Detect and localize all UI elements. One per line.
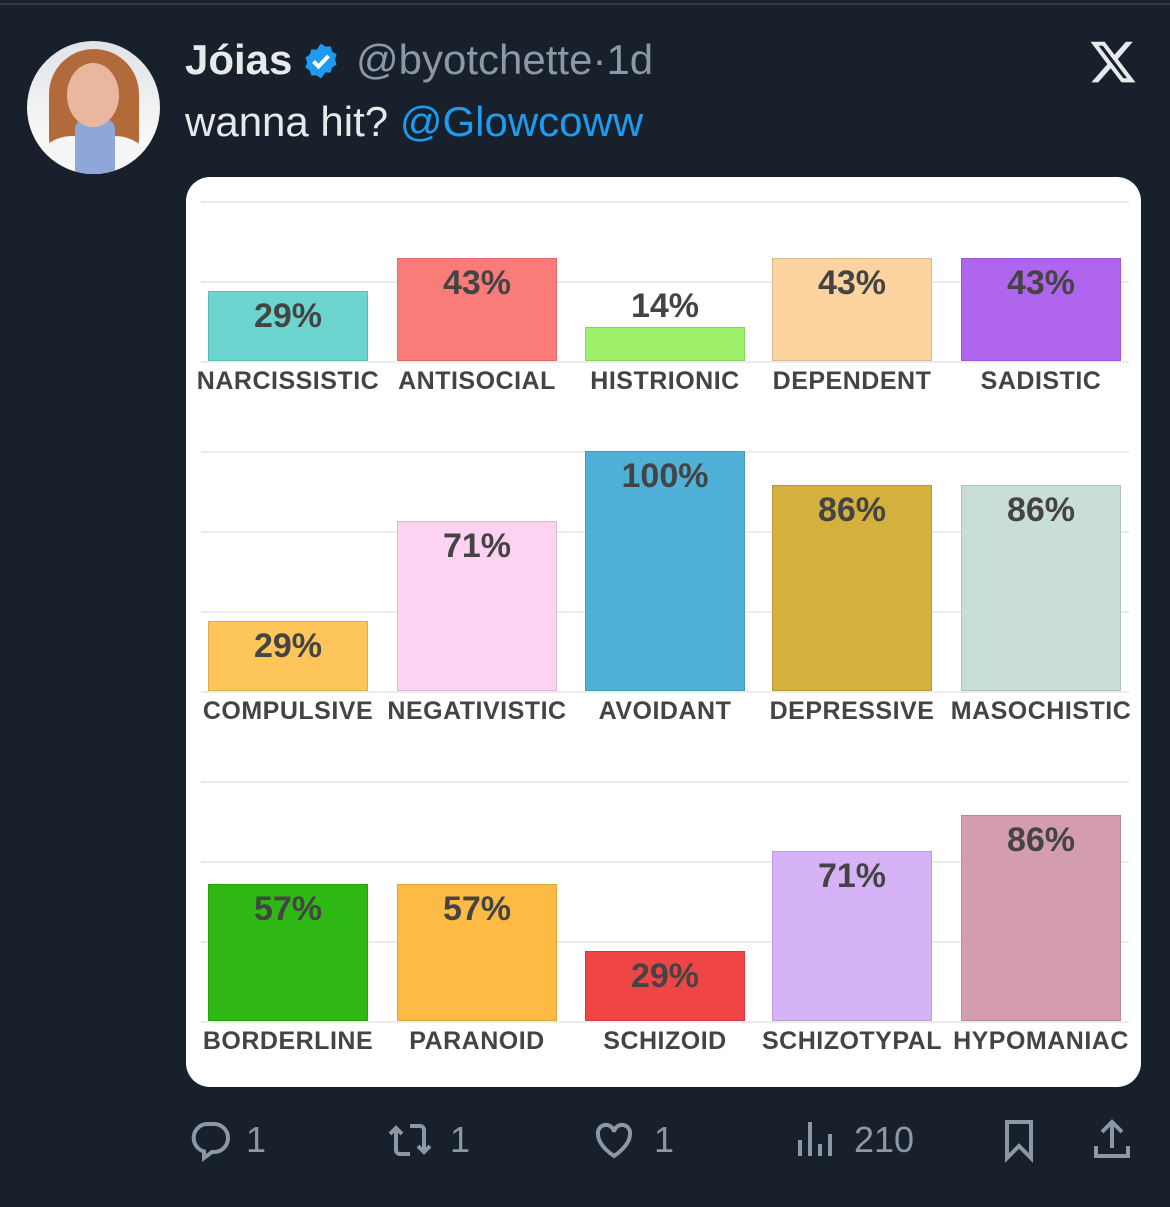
- bar-compulsive: [208, 621, 368, 691]
- bookmark-button[interactable]: [995, 1112, 1043, 1168]
- like-button[interactable]: 1: [590, 1112, 674, 1168]
- gridline: [201, 691, 1129, 693]
- like-count: 1: [654, 1119, 675, 1160]
- category-label: SADISTIC: [980, 367, 1102, 395]
- data-label: 43%: [442, 263, 512, 302]
- bar-schizotypal: [772, 850, 932, 1021]
- view-count: 210: [854, 1119, 915, 1160]
- gridline: [201, 781, 1129, 783]
- bar-depressive: [772, 484, 932, 691]
- x-logo-icon[interactable]: [1088, 37, 1138, 87]
- avatar[interactable]: [27, 41, 160, 174]
- data-label: 29%: [630, 957, 700, 996]
- data-label: 43%: [817, 263, 887, 302]
- data-label: 29%: [253, 627, 323, 666]
- data-label: 86%: [817, 490, 887, 529]
- category-label: SCHIZOTYPAL: [761, 1027, 943, 1055]
- heart-icon: [595, 1122, 633, 1159]
- bar-negativistic: [397, 520, 557, 691]
- handle-text: @byotchette: [356, 36, 593, 83]
- bar-masochistic: [961, 484, 1121, 691]
- gridline: [201, 281, 1129, 283]
- repost-count: 1: [450, 1119, 471, 1160]
- data-label: 57%: [442, 890, 512, 929]
- bar-antisocial: [397, 257, 557, 361]
- category-label: NARCISSISTIC: [196, 367, 380, 395]
- gridline: [201, 1021, 1129, 1023]
- tweet-body: wanna hit?: [185, 98, 389, 145]
- category-label: MASOCHISTIC: [950, 697, 1132, 725]
- category-label: DEPRESSIVE: [769, 697, 935, 725]
- repost-icon: [388, 1124, 432, 1156]
- separator: ·: [592, 36, 607, 83]
- bar-avoidant: [585, 451, 745, 691]
- category-label: COMPULSIVE: [202, 697, 374, 725]
- category-label: PARANOID: [409, 1027, 545, 1055]
- author-name[interactable]: Jóias: [185, 36, 293, 83]
- bar-hypomaniac: [961, 814, 1121, 1021]
- category-label: HISTRIONIC: [590, 367, 740, 395]
- bar-sadistic: [961, 257, 1121, 361]
- analytics-icon: [798, 1122, 832, 1156]
- bar-borderline: [208, 884, 368, 1021]
- data-label: 43%: [1006, 263, 1076, 302]
- share-button[interactable]: [1088, 1112, 1136, 1168]
- bar-paranoid: [397, 884, 557, 1021]
- category-label: ANTISOCIAL: [398, 367, 556, 395]
- timestamp[interactable]: 1d: [606, 36, 654, 83]
- top-divider: [0, 3, 1170, 5]
- tweet-text: wanna hit? @Glowcoww: [185, 98, 643, 146]
- category-label: BORDERLINE: [202, 1027, 374, 1055]
- category-label: DEPENDENT: [772, 367, 932, 395]
- category-label: NEGATIVISTIC: [387, 697, 567, 725]
- bar-histrionic: [585, 327, 745, 361]
- repost-button[interactable]: 1: [386, 1112, 470, 1168]
- data-label: 86%: [1006, 820, 1076, 859]
- data-label: 71%: [442, 526, 512, 565]
- category-label: AVOIDANT: [598, 697, 732, 725]
- reply-button[interactable]: 1: [186, 1112, 266, 1168]
- bookmark-icon: [1005, 1120, 1033, 1163]
- gridline: [201, 201, 1129, 203]
- bar-dependent: [772, 257, 932, 361]
- data-label: 29%: [253, 297, 323, 336]
- category-label: SCHIZOID: [603, 1027, 727, 1055]
- data-label: 57%: [253, 890, 323, 929]
- bar-schizoid: [585, 951, 745, 1021]
- author-handle[interactable]: @byotchette·1d: [356, 36, 653, 84]
- share-icon: [1094, 1119, 1130, 1158]
- gridline: [201, 361, 1129, 363]
- data-label: 86%: [1006, 490, 1076, 529]
- data-label: 71%: [817, 856, 887, 895]
- bar-narcissistic: [208, 291, 368, 361]
- mention-link[interactable]: @Glowcoww: [399, 98, 644, 145]
- views-button[interactable]: 210: [792, 1112, 914, 1168]
- data-label: 14%: [630, 287, 700, 326]
- verified-badge-icon: [305, 43, 337, 79]
- gridline: [201, 941, 1129, 943]
- data-label: 100%: [621, 457, 709, 495]
- tweet-image-chart[interactable]: 29% NARCISSISTIC 43% ANTISOCIAL 14% HISTRIONI…: [186, 177, 1141, 1087]
- gridline: [201, 861, 1129, 863]
- reply-icon: [191, 1122, 230, 1162]
- reply-count: 1: [246, 1119, 267, 1160]
- category-label: HYPOMANIAC: [953, 1027, 1129, 1055]
